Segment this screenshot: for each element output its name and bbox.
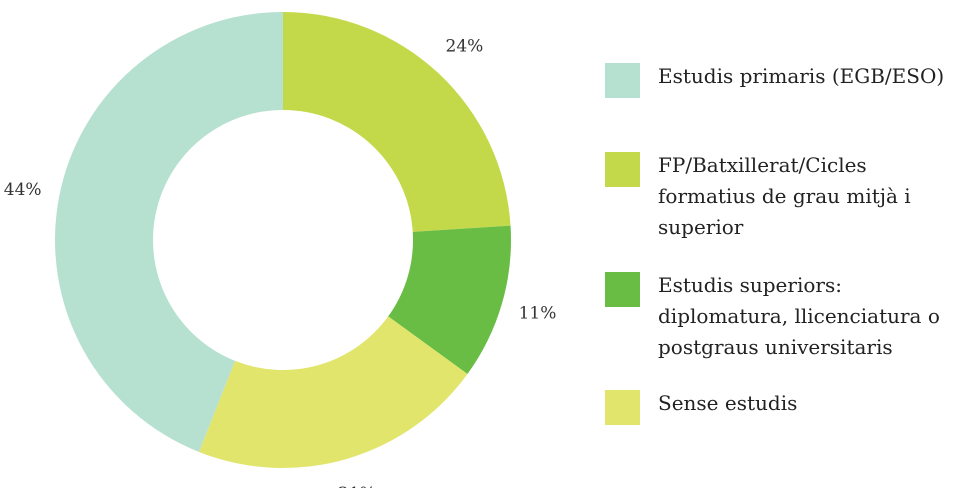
legend-item: Estudis superiors: diplomatura, llicenci…: [605, 272, 971, 363]
chart: 44% 24% 11% 21%: [4, 12, 557, 488]
data-label: 24%: [446, 36, 484, 56]
donut-slice: [55, 12, 284, 452]
data-label: 21%: [338, 484, 376, 488]
legend-item: Sense estudis: [605, 390, 971, 425]
donut-slice: [388, 225, 511, 375]
data-label: 11%: [519, 303, 557, 323]
legend-label: FP/Batxillerat/Cicles formatius de grau …: [658, 153, 911, 239]
legend-label: Estudis superiors: diplomatura, llicenci…: [658, 273, 940, 359]
legend-item: Estudis primaris (EGB/ESO): [605, 63, 971, 98]
donut-slice: [199, 316, 468, 468]
legend-label: Estudis primaris (EGB/ESO): [658, 64, 945, 88]
data-label: 44%: [4, 180, 42, 200]
legend-item: FP/Batxillerat/Cicles formatius de grau …: [605, 152, 971, 243]
legend-swatch: [605, 272, 640, 307]
legend-swatch: [605, 390, 640, 425]
donut-slice: [283, 12, 511, 232]
legend-label: Sense estudis: [658, 391, 798, 415]
legend-swatch: [605, 152, 640, 187]
legend-swatch: [605, 63, 640, 98]
